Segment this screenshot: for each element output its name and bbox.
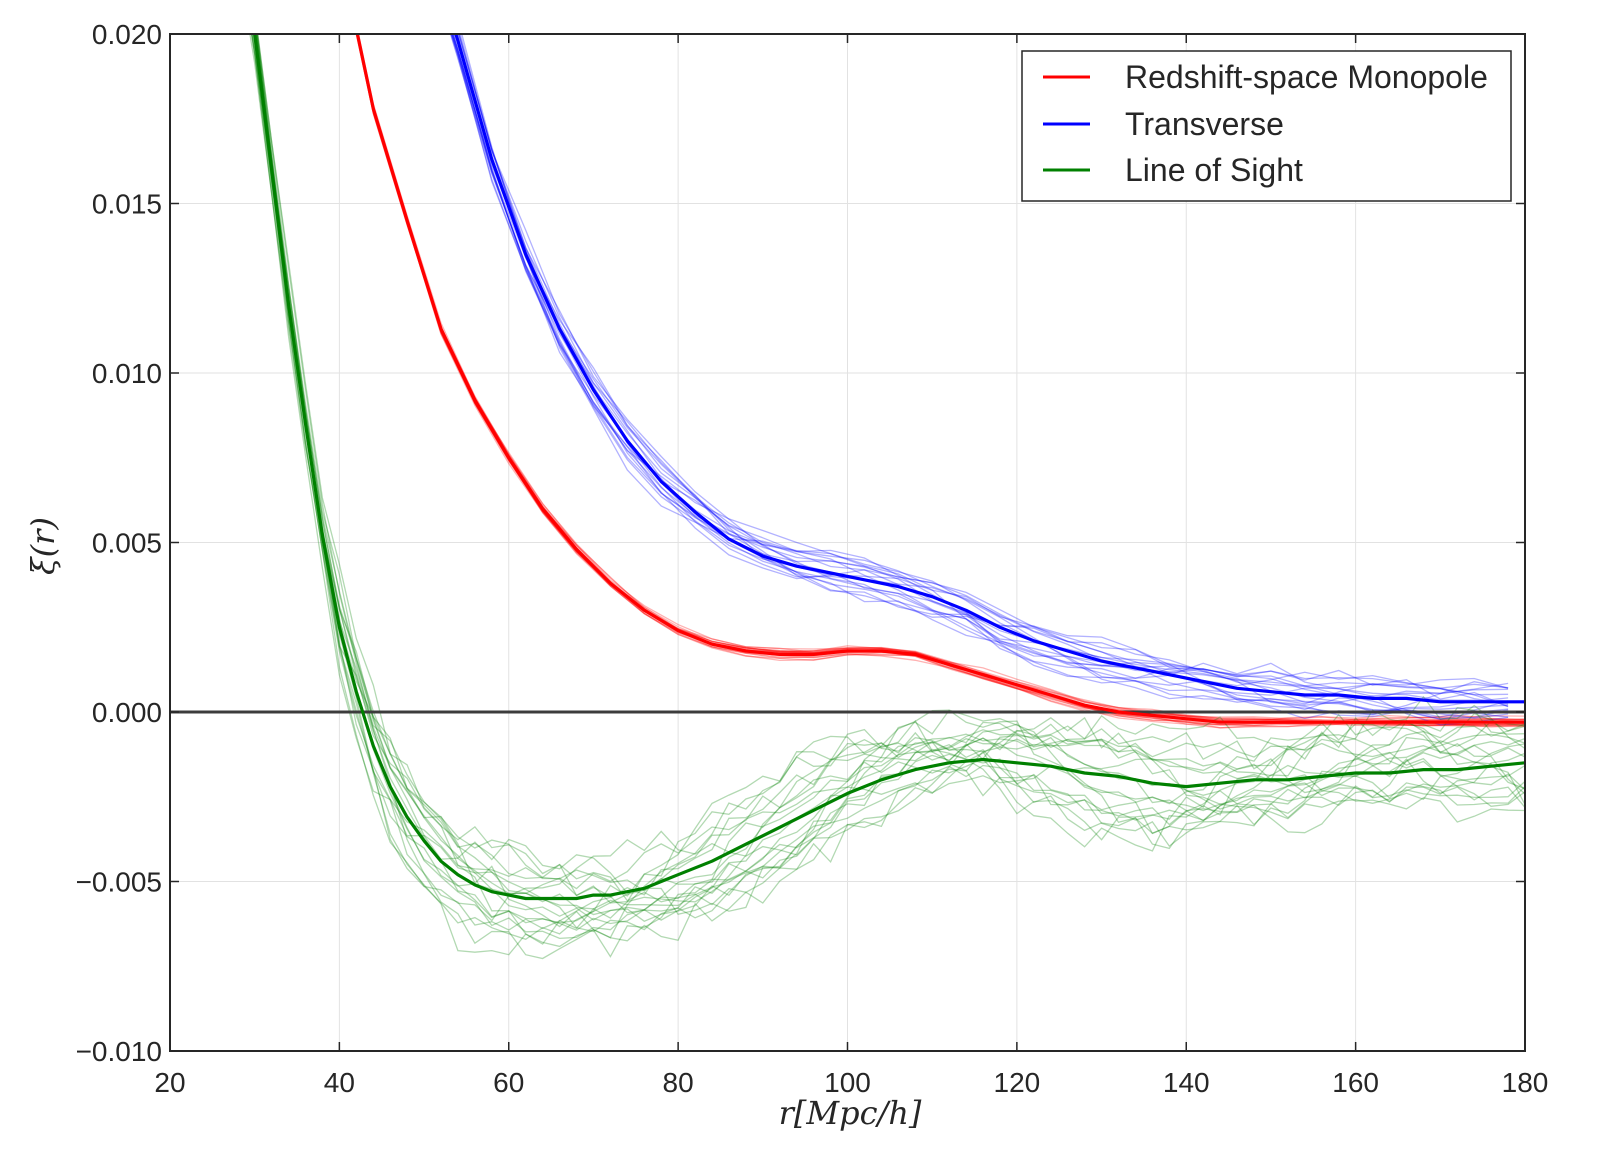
axis-ticks (169, 33, 1526, 1052)
realization-line-line-of-sight (249, 34, 1525, 919)
series-line-redshift-space-monopole (355, 34, 1525, 724)
y-tick-label: −0.005 (76, 867, 162, 898)
realization-line-line-of-sight (251, 34, 1525, 906)
realization-line-line-of-sight (257, 34, 1525, 960)
realization-line-transverse (450, 34, 1509, 711)
realization-line-line-of-sight (255, 34, 1525, 924)
realization-line-line-of-sight (251, 34, 1525, 916)
x-tick-label: 100 (824, 1067, 871, 1098)
realization-line-line-of-sight (251, 34, 1525, 892)
y-tick-label: −0.010 (76, 1036, 162, 1067)
realization-line-line-of-sight (256, 34, 1525, 942)
realization-line-redshift-space-monopole (356, 34, 1525, 727)
y-tick-label: 0.000 (92, 697, 162, 728)
realization-line-transverse (451, 34, 1509, 718)
realization-line-redshift-space-monopole (356, 34, 1525, 727)
realization-line-transverse (458, 34, 1509, 708)
realization-line-line-of-sight (256, 34, 1525, 922)
realization-line-line-of-sight (256, 34, 1525, 922)
realization-line-line-of-sight (256, 34, 1525, 956)
realization-line-transverse (461, 34, 1509, 726)
y-tick-label: 0.020 (92, 19, 162, 50)
realization-line-transverse (456, 34, 1509, 719)
realization-line-line-of-sight (250, 34, 1525, 933)
x-tick-label: 60 (493, 1067, 524, 1098)
y-tick-labels: −0.010 −0.005 0.000 0.005 0.010 0.015 0.020 (76, 19, 162, 1067)
x-tick-label: 80 (663, 1067, 694, 1098)
legend-label-transverse: Transverse (1125, 106, 1284, 142)
realization-line-transverse (459, 34, 1509, 696)
x-tick-label: 140 (1163, 1067, 1210, 1098)
x-tick-labels: 20 40 60 80 100 120 140 160 180 (154, 1067, 1548, 1098)
legend-box (1021, 50, 1512, 202)
legend-label-monopole: Redshift-space Monopole (1125, 59, 1488, 95)
series-line-line-of-sight (253, 34, 1525, 901)
y-tick-label: 0.010 (92, 358, 162, 389)
x-axis-label: r[Mpc/h] (779, 1094, 922, 1132)
realization-line-line-of-sight (253, 34, 1525, 941)
realization-line-transverse (451, 34, 1509, 713)
x-tick-label: 120 (994, 1067, 1041, 1098)
realization-line-line-of-sight (255, 34, 1525, 931)
realization-line-line-of-sight (255, 34, 1525, 940)
realization-line-transverse (451, 34, 1509, 708)
x-tick-label: 40 (324, 1067, 355, 1098)
legend-label-line-of-sight: Line of Sight (1125, 152, 1303, 188)
y-tick-label: 0.005 (92, 528, 162, 559)
realization-line-line-of-sight (255, 34, 1525, 958)
series-lines (253, 34, 1525, 901)
realization-line-transverse (450, 34, 1509, 705)
y-tick-label: 0.015 (92, 189, 162, 220)
y-axis-label: ξ(r) (24, 517, 62, 575)
x-tick-label: 20 (154, 1067, 185, 1098)
legend: Redshift-space Monopole Transverse Line … (1021, 50, 1512, 202)
realization-line-line-of-sight (253, 34, 1525, 916)
realization-line-line-of-sight (254, 34, 1525, 910)
series-line-transverse (454, 34, 1525, 704)
realization-line-line-of-sight (252, 34, 1525, 904)
x-tick-label: 180 (1502, 1067, 1549, 1098)
realization-line-line-of-sight (250, 34, 1525, 895)
realization-line-transverse (452, 34, 1509, 720)
realization-line-transverse (450, 34, 1509, 696)
x-tick-label: 160 (1332, 1067, 1379, 1098)
